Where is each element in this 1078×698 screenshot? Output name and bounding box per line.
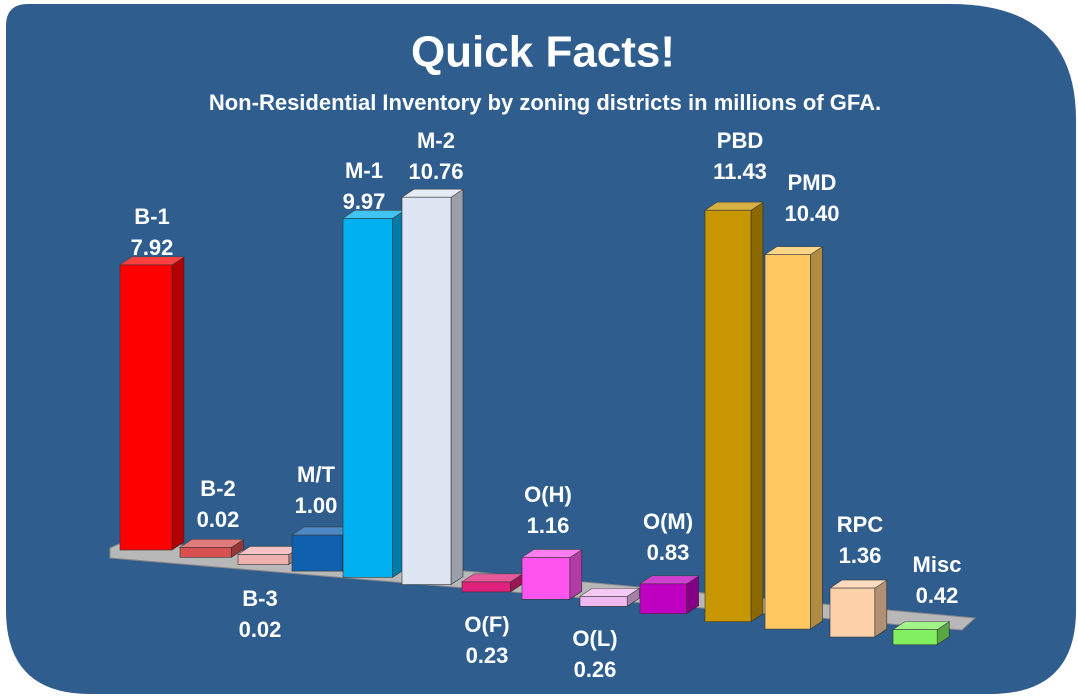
value-label: 11.43 [713,159,767,184]
category-label: O(L) [572,626,617,651]
bar [579,596,628,607]
bar [829,587,876,638]
bar-top-shade [343,210,405,219]
category-label: PBD [717,128,763,153]
value-label: 10.76 [408,159,463,184]
bar-top-shade [765,246,823,255]
chart-subtitle: Non-Residential Inventory by zoning dist… [209,90,881,115]
bar [401,196,452,585]
bar-top-shade [292,527,355,536]
value-label: 0.26 [574,657,617,682]
bar [237,554,290,565]
bar-side-shade [874,580,887,638]
bar-top-shade [462,573,523,582]
value-label: 0.42 [916,583,959,608]
value-label: 1.16 [527,513,570,538]
value-label: 0.23 [466,643,509,668]
bar-side-shade [392,210,405,578]
bar-top-shade [180,539,244,548]
bar-side-shade [627,588,640,607]
value-label: 0.02 [197,507,240,532]
bar-side-shade [569,549,582,600]
bar-top-shade [402,189,463,198]
category-label: M-1 [345,158,383,183]
bar [291,534,343,572]
bar-side-shade [172,256,184,550]
category-label: O(F) [464,612,509,637]
bar [704,209,752,623]
category-label: O(H) [524,482,572,507]
value-label: 1.36 [839,543,882,568]
bar-top-shade [238,546,301,555]
value-label: 0.02 [239,617,282,642]
category-label: B-1 [134,204,169,229]
bar [179,547,232,558]
category-label: PMD [788,170,837,195]
chart-title: Quick Facts! [411,28,675,77]
bar-side-shade [686,575,699,614]
bar [342,218,393,578]
category-label: B-2 [200,476,235,501]
bar [119,264,173,551]
bar-side-shade [751,202,763,622]
value-label: 9.97 [343,189,386,214]
category-label: M-2 [417,128,455,153]
category-label: RPC [837,512,884,537]
bar [892,629,938,646]
bar-side-shade [510,573,523,592]
category-label: B-3 [242,586,277,611]
bar-top-shade [640,575,699,584]
bar-side-shade [451,189,463,585]
value-label: 0.83 [647,540,690,565]
bar-top-shade [830,580,887,589]
bar [521,557,571,600]
category-label: M/T [297,462,335,487]
bar [461,581,511,593]
category-label: Misc [913,552,962,577]
value-label: 7.92 [131,235,174,260]
bar-side-shade [810,246,823,630]
bar [639,583,687,615]
category-label: O(M) [643,509,693,534]
bar-top-shade [705,202,763,211]
value-label: 10.40 [784,201,839,226]
bar-side-shade [231,539,244,558]
bar-top-shade [120,256,184,265]
bar-top-shade [522,549,582,558]
bar-side-shade [937,621,950,645]
value-label: 1.00 [295,493,338,518]
bar [764,254,811,630]
bar-top-shade [580,588,640,597]
bar-top-shade [893,621,950,630]
